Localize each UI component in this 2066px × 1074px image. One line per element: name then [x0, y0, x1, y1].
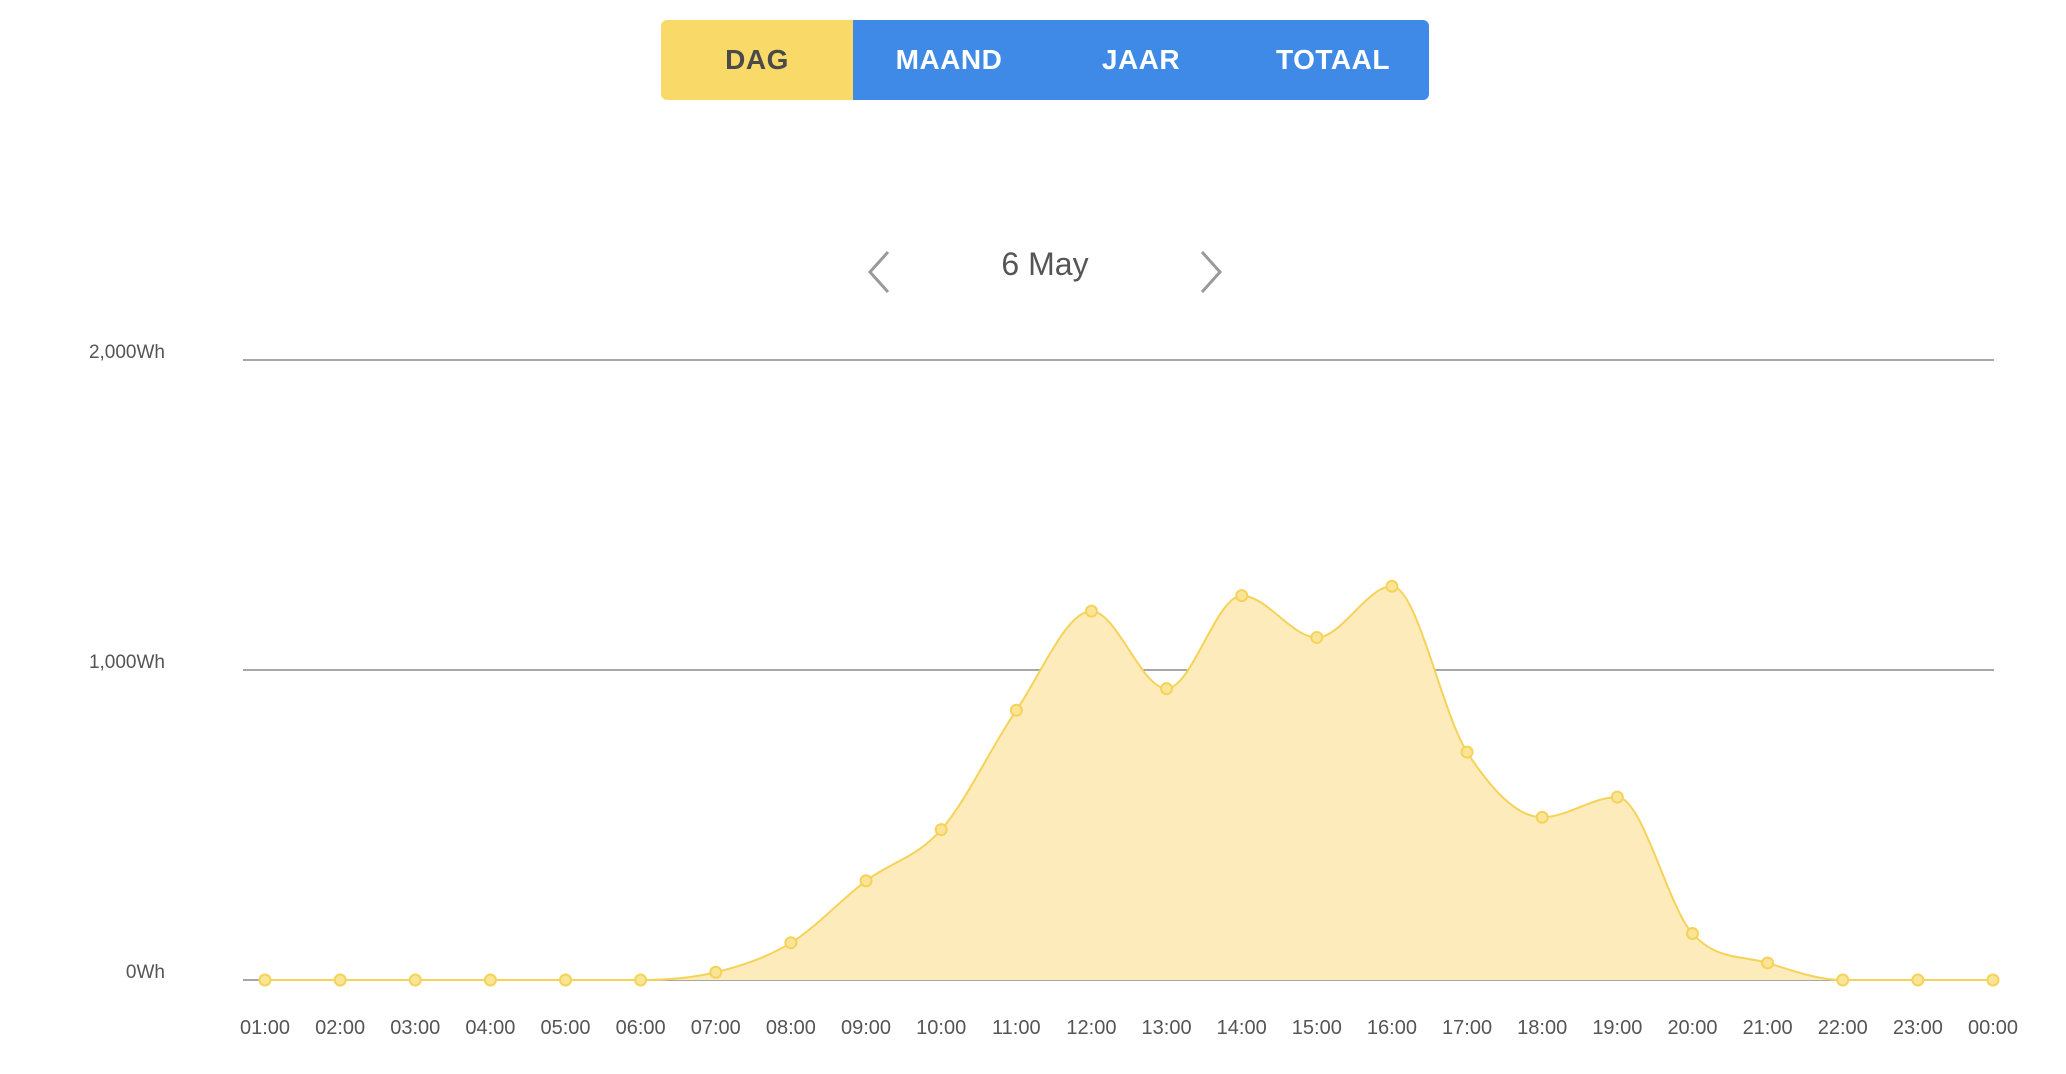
data-point[interactable] [1685, 927, 1699, 940]
tab-year[interactable]: JAAR [1045, 20, 1237, 100]
tab-day[interactable]: DAG [661, 20, 853, 100]
tab-month[interactable]: MAAND [853, 20, 1045, 100]
x-tick-label: 17:00 [1442, 1017, 1492, 1039]
data-point[interactable] [559, 973, 573, 987]
data-point[interactable] [1761, 956, 1775, 970]
x-tick-label: 05:00 [540, 1017, 590, 1039]
date-label: 6 May [1001, 246, 1089, 282]
y-tick-label: 1,000Wh [89, 652, 165, 673]
period-tabs: DAG MAAND JAAR TOTAAL [661, 20, 1429, 100]
x-tick-label: 03:00 [390, 1017, 440, 1039]
x-tick-label: 06:00 [616, 1017, 666, 1039]
x-tick-label: 14:00 [1217, 1017, 1267, 1039]
data-point[interactable] [258, 973, 272, 987]
x-tick-label: 08:00 [766, 1017, 816, 1039]
data-point[interactable] [859, 874, 873, 888]
data-point[interactable] [1235, 589, 1249, 603]
x-tick-label: 02:00 [315, 1017, 365, 1039]
x-tick-label: 19:00 [1592, 1017, 1642, 1039]
data-point[interactable] [1084, 604, 1098, 618]
x-tick-label: 01:00 [240, 1017, 290, 1039]
chevron-right-icon[interactable] [1190, 248, 1230, 296]
data-point[interactable] [934, 823, 948, 837]
data-point[interactable] [1836, 973, 1850, 987]
x-tick-label: 00:00 [1968, 1017, 2018, 1039]
data-point[interactable] [1009, 703, 1023, 717]
data-point[interactable] [1160, 682, 1174, 696]
x-tick-label: 07:00 [691, 1017, 741, 1039]
data-point[interactable] [784, 936, 798, 950]
x-tick-label: 13:00 [1142, 1017, 1192, 1039]
y-tick-label: 0Wh [126, 962, 165, 983]
data-point[interactable] [1610, 790, 1624, 804]
x-tick-label: 12:00 [1066, 1017, 1116, 1039]
data-point[interactable] [1986, 973, 2000, 987]
x-tick-label: 09:00 [841, 1017, 891, 1039]
x-tick-label: 15:00 [1292, 1017, 1342, 1039]
date-navigator: 6 May [860, 240, 1230, 300]
data-point[interactable] [1310, 630, 1324, 644]
x-tick-label: 16:00 [1367, 1017, 1417, 1039]
area-fill [265, 586, 1993, 980]
x-tick-label: 11:00 [992, 1017, 1041, 1039]
x-tick-label: 18:00 [1517, 1017, 1567, 1039]
data-point[interactable] [1460, 745, 1474, 759]
data-point[interactable] [634, 973, 648, 987]
tab-total[interactable]: TOTAAL [1237, 20, 1429, 100]
data-point[interactable] [1385, 579, 1399, 593]
x-tick-label: 22:00 [1818, 1017, 1868, 1039]
data-point[interactable] [709, 965, 723, 979]
chevron-left-icon[interactable] [860, 248, 900, 296]
data-point[interactable] [1535, 810, 1549, 824]
data-point[interactable] [408, 973, 422, 987]
x-tick-label: 23:00 [1893, 1017, 1943, 1039]
x-tick-label: 04:00 [465, 1017, 515, 1039]
x-tick-label: 21:00 [1743, 1017, 1793, 1039]
data-point[interactable] [1911, 973, 1925, 987]
y-tick-label: 2,000Wh [89, 342, 165, 363]
x-tick-label: 10:00 [916, 1017, 966, 1039]
x-tick-label: 20:00 [1667, 1017, 1717, 1039]
data-point[interactable] [333, 973, 347, 987]
data-point[interactable] [483, 973, 497, 987]
